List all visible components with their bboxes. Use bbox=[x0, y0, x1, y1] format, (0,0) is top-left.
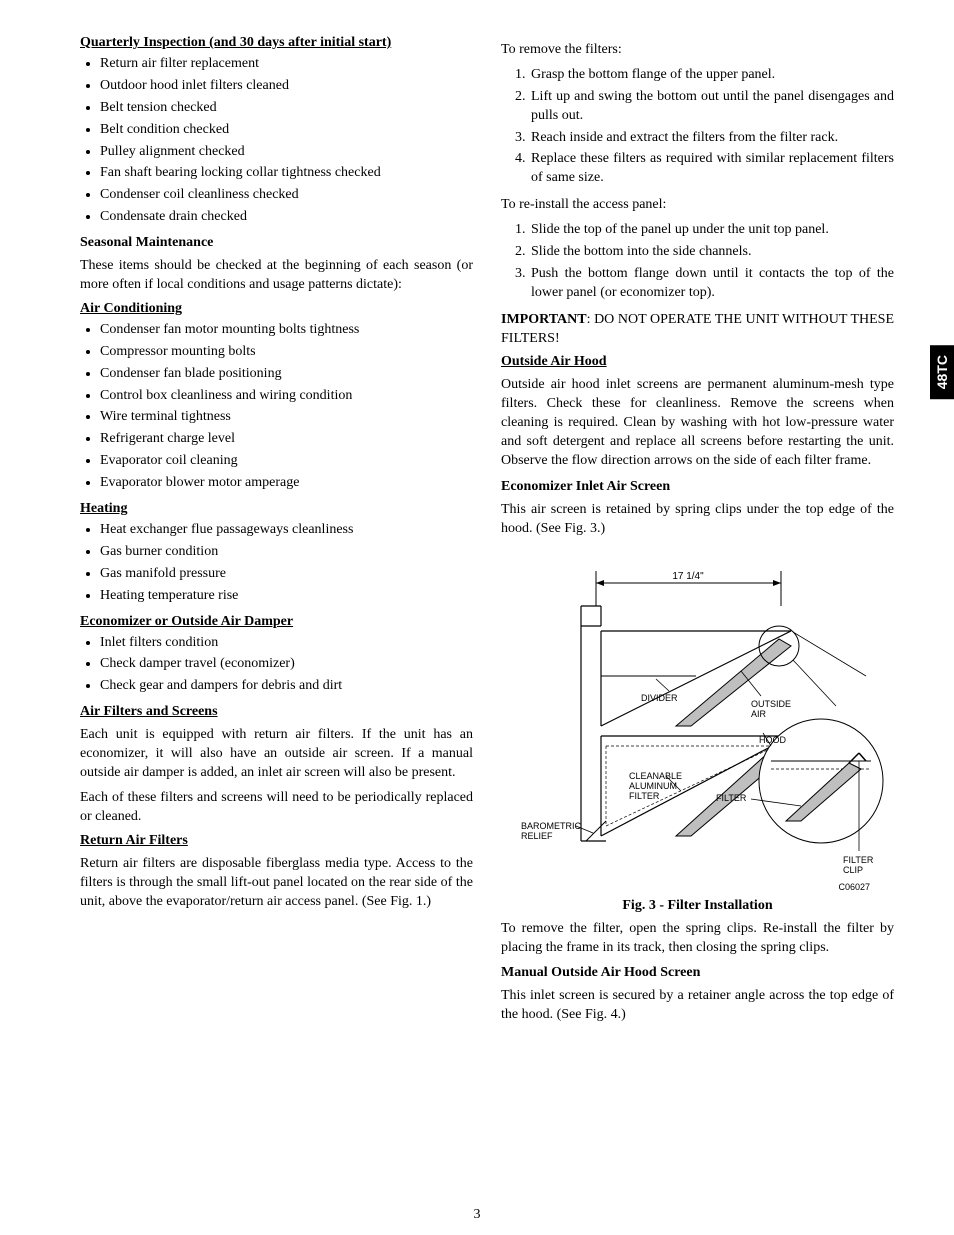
paragraph: To re-install the access panel: bbox=[501, 196, 894, 215]
list-item: Replace these filters as required with s… bbox=[529, 150, 894, 188]
list-item: Condenser fan blade positioning bbox=[100, 365, 473, 384]
label-outside-air-2: AIR bbox=[751, 709, 767, 719]
list-item: Pulley alignment checked bbox=[100, 143, 473, 162]
list-quarterly: Return air filter replacement Outdoor ho… bbox=[80, 55, 473, 227]
paragraph: Outside air hood inlet screens are perma… bbox=[501, 376, 894, 470]
label-cleanable-2: ALUMINUM bbox=[629, 781, 677, 791]
list-item: Outdoor hood inlet filters cleaned bbox=[100, 77, 473, 96]
list-item: Slide the top of the panel up under the … bbox=[529, 221, 894, 240]
paragraph: This inlet screen is secured by a retain… bbox=[501, 987, 894, 1025]
list-reinstall: Slide the top of the panel up under the … bbox=[501, 221, 894, 303]
label-divider: DIVIDER bbox=[641, 693, 678, 703]
list-item: Refrigerant charge level bbox=[100, 430, 473, 449]
list-remove: Grasp the bottom flange of the upper pan… bbox=[501, 66, 894, 188]
list-item: Fan shaft bearing locking collar tightne… bbox=[100, 164, 473, 183]
list-item: Check gear and dampers for debris and di… bbox=[100, 677, 473, 696]
important-note: IMPORTANT: DO NOT OPERATE THE UNIT WITHO… bbox=[501, 311, 894, 349]
label-cleanable-1: CLEANABLE bbox=[629, 771, 682, 781]
left-column: Quarterly Inspection (and 30 days after … bbox=[80, 35, 473, 1031]
list-item: Heating temperature rise bbox=[100, 587, 473, 606]
section-tab: 48TC bbox=[930, 345, 954, 399]
heading-outside-hood: Outside Air Hood bbox=[501, 354, 894, 370]
list-item: Reach inside and extract the filters fro… bbox=[529, 129, 894, 148]
label-clip-2: CLIP bbox=[843, 865, 863, 875]
list-item: Condenser coil cleanliness checked bbox=[100, 186, 473, 205]
list-heating: Heat exchanger flue passageways cleanlin… bbox=[80, 521, 473, 606]
important-label: IMPORTANT bbox=[501, 312, 587, 327]
list-item: Belt condition checked bbox=[100, 121, 473, 140]
heading-quarterly: Quarterly Inspection (and 30 days after … bbox=[80, 35, 473, 51]
list-item: Wire terminal tightness bbox=[100, 408, 473, 427]
label-clip-1: FILTER bbox=[843, 855, 874, 865]
heading-return-filters: Return Air Filters bbox=[80, 833, 473, 849]
heading-ac: Air Conditioning bbox=[80, 301, 473, 317]
filter-installation-diagram: 17 1/4" bbox=[501, 551, 891, 891]
paragraph: Each of these filters and screens will n… bbox=[80, 789, 473, 827]
list-item: Belt tension checked bbox=[100, 99, 473, 118]
two-column-layout: Quarterly Inspection (and 30 days after … bbox=[80, 35, 894, 1031]
list-item: Return air filter replacement bbox=[100, 55, 473, 74]
paragraph: These items should be checked at the beg… bbox=[80, 257, 473, 295]
list-item: Evaporator coil cleaning bbox=[100, 452, 473, 471]
paragraph: To remove the filters: bbox=[501, 41, 894, 60]
list-item: Compressor mounting bolts bbox=[100, 343, 473, 362]
heading-manual-hood: Manual Outside Air Hood Screen bbox=[501, 965, 894, 981]
list-item: Evaporator blower motor amperage bbox=[100, 474, 473, 493]
heading-economizer: Economizer or Outside Air Damper bbox=[80, 614, 473, 630]
list-ac: Condenser fan motor mounting bolts tight… bbox=[80, 321, 473, 493]
label-hood: HOOD bbox=[759, 735, 787, 745]
page-number: 3 bbox=[0, 1207, 954, 1223]
paragraph: This air screen is retained by spring cl… bbox=[501, 501, 894, 539]
label-baro-1: BAROMETRIC bbox=[521, 821, 582, 831]
heading-heating: Heating bbox=[80, 501, 473, 517]
label-cleanable-3: FILTER bbox=[629, 791, 660, 801]
list-item: Gas manifold pressure bbox=[100, 565, 473, 584]
heading-filters: Air Filters and Screens bbox=[80, 704, 473, 720]
figure-3: 17 1/4" bbox=[501, 551, 894, 914]
list-item: Inlet filters condition bbox=[100, 634, 473, 653]
dim-label: 17 1/4" bbox=[672, 571, 704, 582]
list-item: Slide the bottom into the side channels. bbox=[529, 243, 894, 262]
paragraph: Each unit is equipped with return air fi… bbox=[80, 726, 473, 783]
list-item: Push the bottom flange down until it con… bbox=[529, 265, 894, 303]
right-column: To remove the filters: Grasp the bottom … bbox=[501, 35, 894, 1031]
list-item: Condenser fan motor mounting bolts tight… bbox=[100, 321, 473, 340]
list-item: Condensate drain checked bbox=[100, 208, 473, 227]
list-item: Gas burner condition bbox=[100, 543, 473, 562]
heading-econ-inlet: Economizer Inlet Air Screen bbox=[501, 479, 894, 495]
paragraph: Return air filters are disposable fiberg… bbox=[80, 855, 473, 912]
label-outside-air: OUTSIDE bbox=[751, 699, 791, 709]
heading-seasonal: Seasonal Maintenance bbox=[80, 235, 473, 251]
list-economizer: Inlet filters condition Check damper tra… bbox=[80, 634, 473, 697]
label-baro-2: RELIEF bbox=[521, 831, 553, 841]
list-item: Check damper travel (economizer) bbox=[100, 655, 473, 674]
list-item: Grasp the bottom flange of the upper pan… bbox=[529, 66, 894, 85]
list-item: Heat exchanger flue passageways cleanlin… bbox=[100, 521, 473, 540]
label-filter: FILTER bbox=[716, 793, 747, 803]
list-item: Control box cleanliness and wiring condi… bbox=[100, 387, 473, 406]
page: 48TC Quarterly Inspection (and 30 days a… bbox=[0, 0, 954, 1235]
paragraph: To remove the filter, open the spring cl… bbox=[501, 920, 894, 958]
list-item: Lift up and swing the bottom out until t… bbox=[529, 88, 894, 126]
figure-caption: Fig. 3 - Filter Installation bbox=[501, 898, 894, 914]
